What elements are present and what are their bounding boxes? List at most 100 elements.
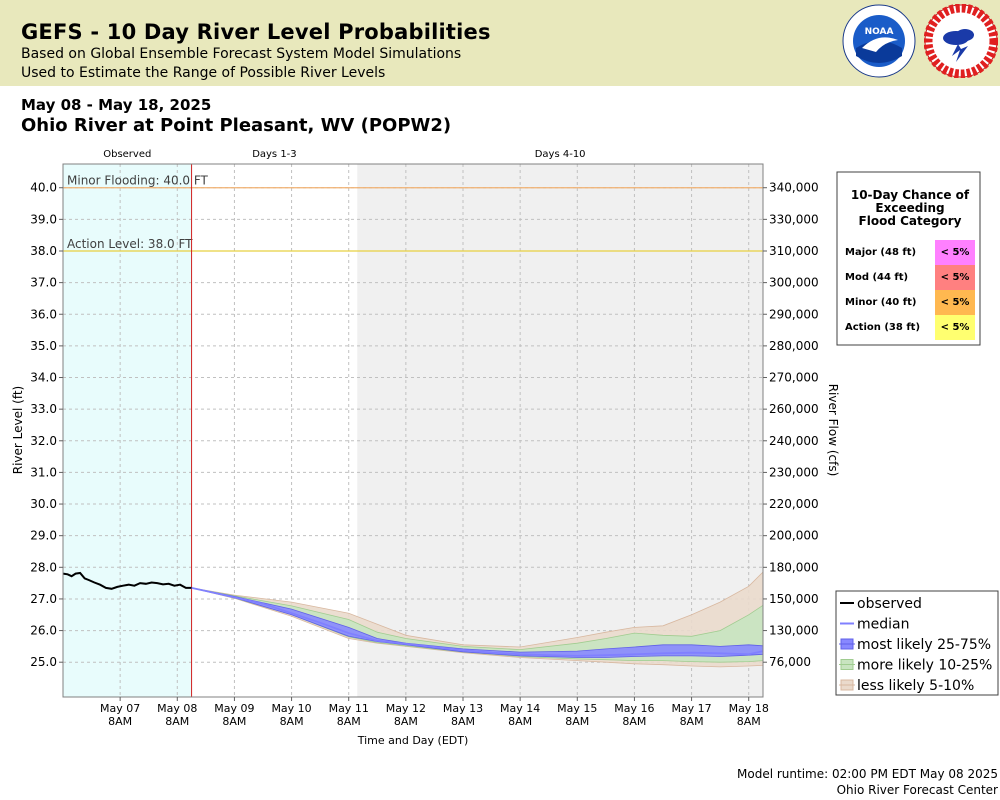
x-tick-date-7: May 14 (500, 702, 540, 715)
nws-logo (924, 4, 998, 78)
y2-tick-label-11: 200,000 (769, 529, 819, 543)
y-tick-label-9: 31.0 (30, 465, 57, 479)
period-label-2: Days 4-10 (535, 149, 586, 160)
chance-row-swatch-2 (935, 290, 975, 315)
x-tick-date-8: May 15 (557, 702, 597, 715)
y-tick-label-1: 39.0 (30, 212, 57, 226)
x-tick-date-10: May 17 (671, 702, 711, 715)
x-tick-time-1: 8AM (165, 715, 189, 728)
x-tick-time-8: 8AM (565, 715, 589, 728)
x-tick-date-2: May 09 (214, 702, 254, 715)
x-tick-time-2: 8AM (222, 715, 246, 728)
x-tick-date-3: May 10 (271, 702, 311, 715)
x-tick-time-5: 8AM (394, 715, 418, 728)
series-observed (62, 571, 192, 590)
y2-tick-label-9: 230,000 (769, 465, 819, 479)
threshold-label-0: Minor Flooding: 40.0 FT (67, 174, 209, 188)
y2-tick-label-1: 330,000 (769, 212, 819, 226)
y-tick-label-8: 32.0 (30, 434, 57, 448)
y2-tick-label-13: 150,000 (769, 592, 819, 606)
x-tick-time-0: 8AM (108, 715, 132, 728)
x-tick-date-4: May 11 (329, 702, 369, 715)
y2-tick-label-2: 310,000 (769, 244, 819, 258)
y-tick-label-0: 40.0 (30, 181, 57, 195)
page-subtitle-1: Based on Global Ensemble Forecast System… (21, 46, 462, 62)
threshold-label-1: Action Level: 38.0 FT (67, 237, 193, 251)
y2-tick-label-15: 76,000 (769, 655, 811, 669)
y2-tick-label-8: 240,000 (769, 434, 819, 448)
model-runtime: Model runtime: 02:00 PM EDT May 08 2025 (737, 767, 998, 781)
legend-label-3: more likely 10-25% (857, 658, 992, 674)
forecast-center: Ohio River Forecast Center (836, 783, 998, 797)
y-tick-label-15: 25.0 (30, 655, 57, 669)
chance-table-title-1: Exceeding (875, 201, 944, 215)
y-tick-label-14: 26.0 (30, 624, 57, 638)
y-tick-label-11: 29.0 (30, 529, 57, 543)
period-label-1: Days 1-3 (252, 149, 296, 160)
page-title: GEFS - 10 Day River Level Probabilities (21, 20, 491, 44)
y2-tick-label-12: 180,000 (769, 560, 819, 574)
chance-row-swatch-1 (935, 265, 975, 290)
x-tick-date-1: May 08 (157, 702, 197, 715)
station-name: Ohio River at Point Pleasant, WV (POPW2) (21, 115, 452, 136)
y-tick-label-3: 37.0 (30, 276, 57, 290)
y2-tick-label-6: 270,000 (769, 371, 819, 385)
chance-row-swatch-0 (935, 240, 975, 265)
legend-label-1: median (857, 617, 909, 633)
x-tick-date-5: May 12 (386, 702, 426, 715)
legend-label-4: less likely 5-10% (857, 678, 974, 694)
chance-row-label-1: Mod (44 ft) (845, 272, 908, 283)
chance-row-value-3: < 5% (941, 322, 970, 333)
y-tick-label-7: 33.0 (30, 402, 57, 416)
y2-axis-label: River Flow (cfs) (826, 384, 840, 477)
plot-frame (62, 163, 764, 698)
chance-row-value-2: < 5% (941, 297, 970, 308)
x-tick-time-4: 8AM (337, 715, 361, 728)
legend-label-0: observed (857, 596, 922, 612)
y-axis-label: River Level (ft) (11, 386, 25, 474)
series-median (191, 587, 764, 657)
period-bg-2 (357, 164, 763, 697)
x-tick-time-9: 8AM (622, 715, 646, 728)
chance-table-title-2: Flood Category (859, 214, 962, 228)
period-bg-0 (63, 164, 192, 697)
x-tick-time-3: 8AM (280, 715, 304, 728)
legend-box (835, 590, 999, 696)
y-tick-label-6: 34.0 (30, 371, 57, 385)
x-tick-time-10: 8AM (680, 715, 704, 728)
x-tick-date-6: May 13 (443, 702, 483, 715)
header-banner: GEFS - 10 Day River Level Probabilities … (0, 0, 1000, 86)
chance-row-value-1: < 5% (941, 272, 970, 283)
page-subtitle-2: Used to Estimate the Range of Possible R… (21, 65, 386, 81)
chance-row-swatch-3 (935, 315, 975, 340)
x-tick-time-6: 8AM (451, 715, 475, 728)
chance-row-label-0: Major (48 ft) (845, 247, 916, 258)
period-label-0: Observed (103, 149, 151, 160)
y2-tick-label-14: 130,000 (769, 624, 819, 638)
y2-tick-label-4: 290,000 (769, 307, 819, 321)
x-tick-time-7: 8AM (508, 715, 532, 728)
legend-label-2: most likely 25-75% (857, 637, 991, 653)
y-tick-label-4: 36.0 (30, 307, 57, 321)
y-tick-label-5: 35.0 (30, 339, 57, 353)
chance-row-value-0: < 5% (941, 247, 970, 258)
y2-tick-label-3: 300,000 (769, 276, 819, 290)
y-tick-label-13: 27.0 (30, 592, 57, 606)
chance-row-label-3: Action (38 ft) (845, 322, 920, 333)
y2-tick-label-0: 340,000 (769, 181, 819, 195)
noaa-logo: NOAA (842, 4, 916, 78)
x-tick-date-9: May 16 (614, 702, 654, 715)
x-tick-date-11: May 18 (729, 702, 769, 715)
x-tick-date-0: May 07 (100, 702, 140, 715)
y-tick-label-12: 28.0 (30, 560, 57, 574)
y-tick-label-2: 38.0 (30, 244, 57, 258)
y2-tick-label-10: 220,000 (769, 497, 819, 511)
chance-row-label-2: Minor (40 ft) (845, 297, 916, 308)
x-tick-time-11: 8AM (737, 715, 761, 728)
y2-tick-label-5: 280,000 (769, 339, 819, 353)
x-axis-label: Time and Day (EDT) (357, 734, 469, 747)
y-tick-label-10: 30.0 (30, 497, 57, 511)
date-range: May 08 - May 18, 2025 (21, 96, 212, 114)
chance-table-title-0: 10-Day Chance of (851, 188, 970, 202)
noaa-logo-text: NOAA (865, 27, 894, 37)
